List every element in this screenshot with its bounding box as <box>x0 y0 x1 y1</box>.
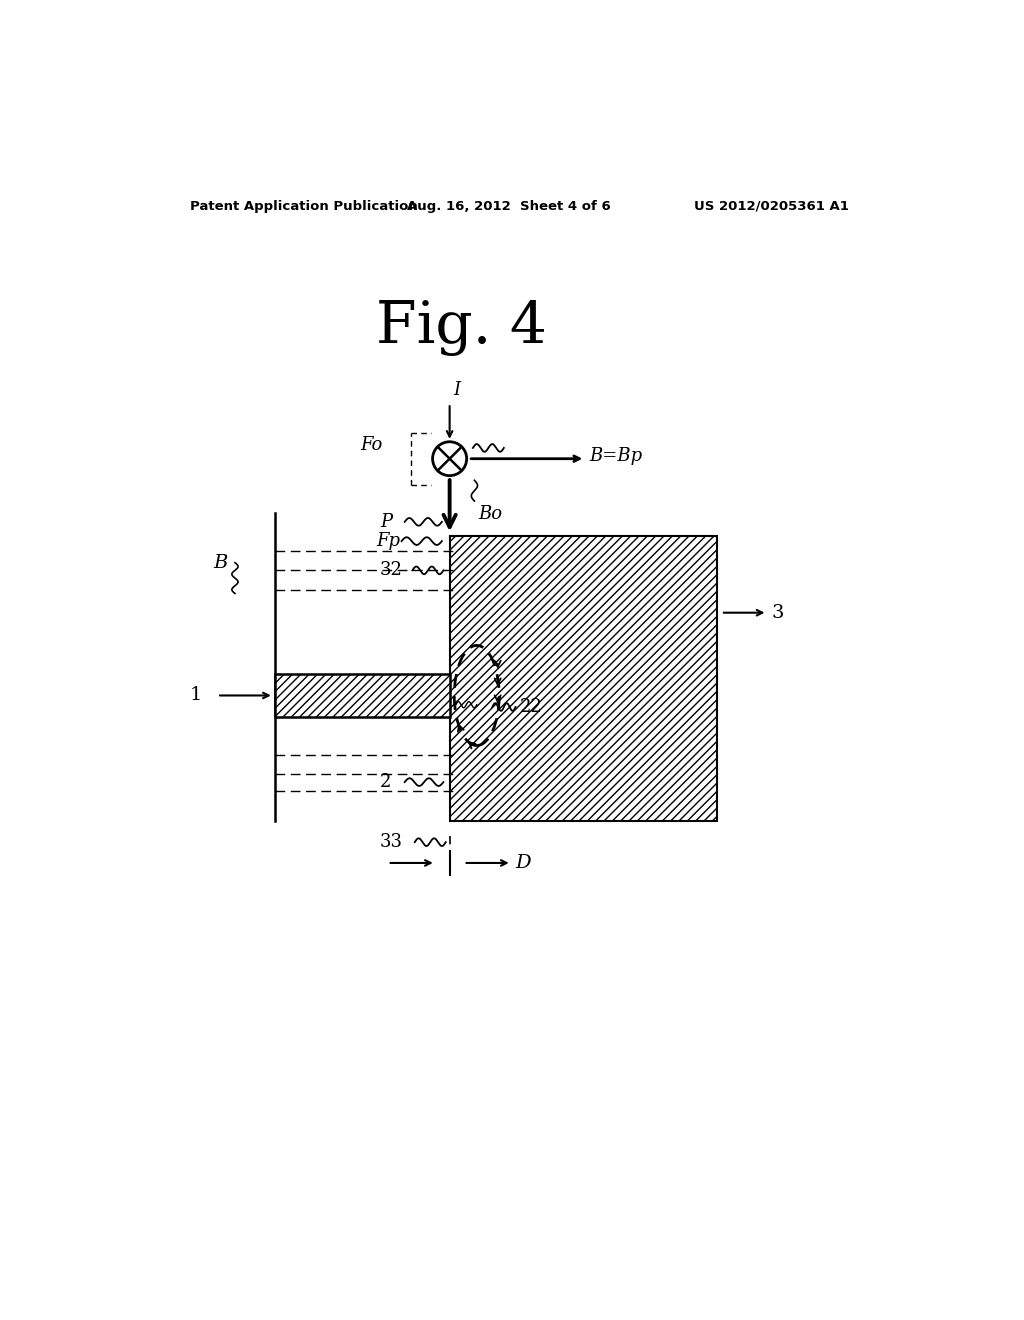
Text: Fig. 4: Fig. 4 <box>376 300 547 356</box>
Text: 33: 33 <box>380 833 402 851</box>
Text: B: B <box>213 553 227 572</box>
Text: Patent Application Publication: Patent Application Publication <box>190 199 418 213</box>
Text: I: I <box>454 381 461 400</box>
Text: Aug. 16, 2012  Sheet 4 of 6: Aug. 16, 2012 Sheet 4 of 6 <box>407 199 610 213</box>
Text: Fo: Fo <box>360 436 383 454</box>
Bar <box>275 675 450 717</box>
Bar <box>275 675 450 717</box>
Text: US 2012/0205361 A1: US 2012/0205361 A1 <box>693 199 849 213</box>
Circle shape <box>432 442 467 475</box>
Text: Bo: Bo <box>478 506 503 523</box>
Text: 12: 12 <box>426 676 447 693</box>
Text: 2: 2 <box>380 774 391 791</box>
Text: Fp: Fp <box>376 532 400 550</box>
Text: 32: 32 <box>380 561 402 579</box>
Text: 11: 11 <box>426 696 447 713</box>
Bar <box>450 536 717 821</box>
Text: B=Bp: B=Bp <box>589 446 642 465</box>
Bar <box>450 536 717 821</box>
Text: 22: 22 <box>519 698 542 715</box>
Text: 3: 3 <box>771 603 783 622</box>
Text: P: P <box>380 513 392 531</box>
Text: 1: 1 <box>189 686 202 705</box>
Text: D: D <box>515 854 531 873</box>
